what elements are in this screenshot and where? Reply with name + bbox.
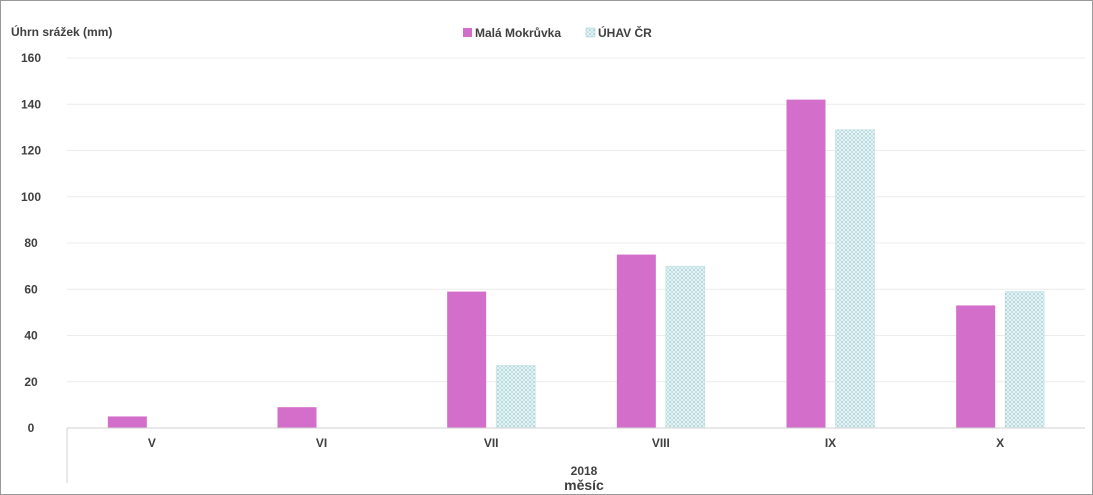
x-axis-title: měsíc (564, 477, 604, 493)
y-tick-label: 100 (21, 190, 41, 204)
x-tick-label: X (996, 436, 1004, 450)
bar-uhav-cr-viii (665, 265, 706, 429)
x-tick-label: VII (484, 436, 499, 450)
bars (107, 99, 1045, 429)
y-tick-label: 0 (28, 421, 35, 435)
bar-uhav-cr-x (1004, 291, 1045, 429)
y-axis-title: Úhrn srážek (mm) (11, 24, 112, 39)
y-tick-label: 40 (24, 329, 38, 343)
y-tick-label: 20 (24, 375, 38, 389)
x-axis-ticks: V VI VII VIII IX X (148, 436, 1004, 450)
bar-mala-mokruvka-viii (616, 254, 656, 428)
legend-swatch-uhav-cr (585, 27, 596, 38)
bar-uhav-cr-vii (495, 365, 536, 429)
x-tick-label: VI (316, 436, 327, 450)
bar-mala-mokruvka-vii (447, 291, 487, 428)
bar-mala-mokruvka-v (107, 416, 147, 428)
legend: Malá Mokrůvka ÚHAV ČR (463, 25, 652, 40)
gridlines (67, 57, 1085, 383)
bar-mala-mokruvka-x (956, 305, 996, 428)
x-group-label: 2018 (571, 464, 598, 478)
y-tick-label: 160 (21, 51, 41, 65)
legend-label-uhav-cr: ÚHAV ČR (598, 25, 652, 40)
bar-mala-mokruvka-vi (277, 407, 317, 428)
x-tick-label: V (148, 436, 156, 450)
legend-swatch-mala-mokruvka (463, 28, 472, 37)
y-tick-label: 120 (21, 144, 41, 158)
y-tick-label: 80 (24, 236, 38, 250)
y-tick-label: 60 (24, 282, 38, 296)
x-tick-label: IX (825, 436, 836, 450)
y-tick-label: 140 (21, 97, 41, 111)
legend-label-mala-mokruvka: Malá Mokrůvka (475, 26, 561, 40)
bar-uhav-cr-ix (835, 129, 875, 429)
x-tick-label: VIII (652, 436, 670, 450)
y-axis-ticks: 0 20 40 60 80 100 120 140 160 (21, 51, 41, 435)
bar-mala-mokruvka-ix (786, 99, 826, 428)
